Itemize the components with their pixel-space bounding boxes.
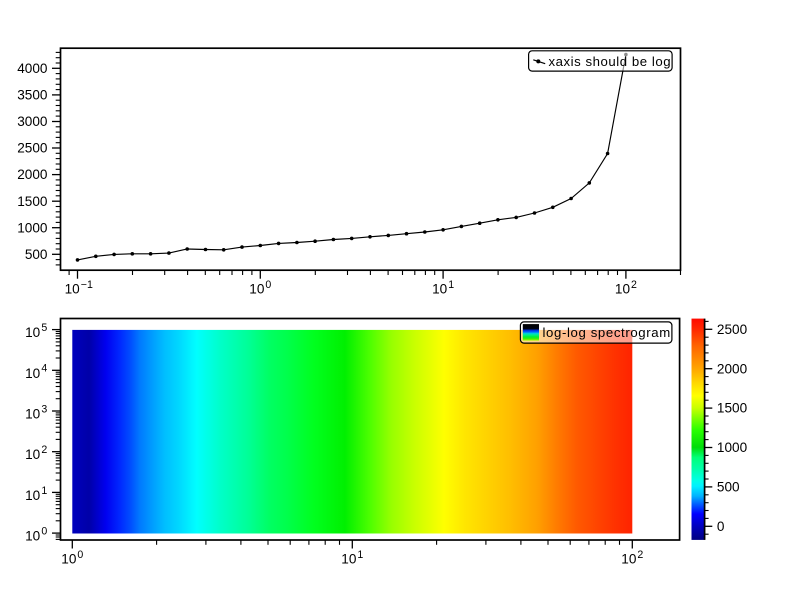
svg-text:1: 1 xyxy=(357,549,363,561)
svg-text:4000: 4000 xyxy=(17,61,48,76)
svg-text:3000: 3000 xyxy=(17,114,48,129)
svg-text:0: 0 xyxy=(717,519,725,534)
svg-text:4: 4 xyxy=(41,363,47,375)
svg-text:3500: 3500 xyxy=(17,88,48,103)
svg-text:1: 1 xyxy=(41,485,47,497)
svg-text:log-log spectrogram: log-log spectrogram xyxy=(543,325,671,340)
svg-text:2: 2 xyxy=(41,444,47,456)
svg-text:10: 10 xyxy=(25,407,41,422)
svg-text:5: 5 xyxy=(41,322,47,334)
svg-text:2: 2 xyxy=(637,549,643,561)
svg-text:2000: 2000 xyxy=(17,167,48,182)
svg-text:2500: 2500 xyxy=(717,322,748,337)
svg-text:0: 0 xyxy=(41,526,47,538)
svg-text:1500: 1500 xyxy=(17,194,48,209)
svg-text:500: 500 xyxy=(25,247,48,262)
svg-text:2000: 2000 xyxy=(717,361,748,376)
svg-text:1000: 1000 xyxy=(17,220,48,235)
svg-text:10: 10 xyxy=(25,488,41,503)
svg-text:10: 10 xyxy=(25,325,41,340)
svg-text:1500: 1500 xyxy=(717,401,748,416)
svg-text:10: 10 xyxy=(249,282,265,297)
svg-text:1: 1 xyxy=(448,279,454,291)
svg-text:2500: 2500 xyxy=(17,141,48,156)
svg-text:10: 10 xyxy=(615,282,631,297)
svg-text:500: 500 xyxy=(717,480,740,495)
svg-text:2: 2 xyxy=(631,279,637,291)
svg-text:3: 3 xyxy=(41,403,47,415)
svg-text:10: 10 xyxy=(25,366,41,381)
svg-text:10: 10 xyxy=(621,551,637,566)
svg-text:10: 10 xyxy=(341,551,357,566)
svg-text:10: 10 xyxy=(25,447,41,462)
svg-text:1000: 1000 xyxy=(717,440,748,455)
svg-text:xaxis should be log: xaxis should be log xyxy=(549,54,672,69)
svg-text:10: 10 xyxy=(25,529,41,544)
svg-text:−1: −1 xyxy=(81,279,93,291)
svg-text:0: 0 xyxy=(265,279,271,291)
svg-text:10: 10 xyxy=(65,282,81,297)
svg-text:10: 10 xyxy=(432,282,448,297)
svg-text:10: 10 xyxy=(61,551,77,566)
svg-text:0: 0 xyxy=(77,549,83,561)
